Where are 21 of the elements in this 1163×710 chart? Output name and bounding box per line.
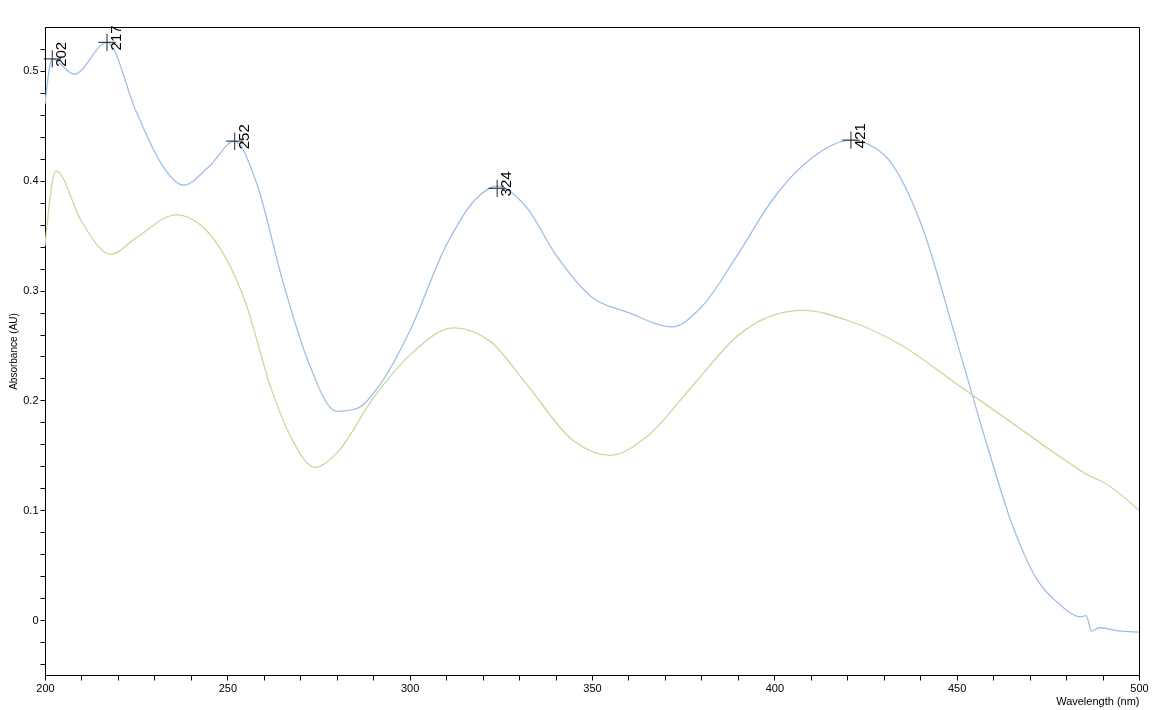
x-tick-label: 400 — [765, 681, 785, 694]
x-tick-label: 350 — [583, 681, 602, 694]
x-tick-label: 300 — [400, 681, 420, 694]
x-tick-label: 200 — [36, 681, 55, 694]
x-axis-title: Wavelength (nm) — [1056, 694, 1140, 707]
annotation: 252 — [234, 124, 252, 150]
x-tick-label: 500 — [1130, 681, 1149, 694]
y-tick-label: 0.1 — [23, 503, 39, 516]
y-axis-title: Absorbance (AU) — [8, 313, 20, 390]
annotation: 421 — [850, 123, 868, 149]
annotation: 202 — [52, 41, 70, 67]
y-tick-label: 0.4 — [23, 174, 39, 187]
y-tick-label: 0 — [32, 613, 39, 626]
y-tick-label: 0.5 — [23, 64, 39, 77]
line-series — [45, 170, 1139, 511]
x-tick-label: 250 — [218, 681, 238, 694]
annotation: 217 — [106, 25, 124, 51]
annotation: 324 — [497, 171, 515, 197]
y-tick-label: 0.2 — [23, 393, 39, 406]
x-tick-label: 450 — [947, 681, 967, 694]
y-tick-label: 0.3 — [23, 284, 39, 297]
